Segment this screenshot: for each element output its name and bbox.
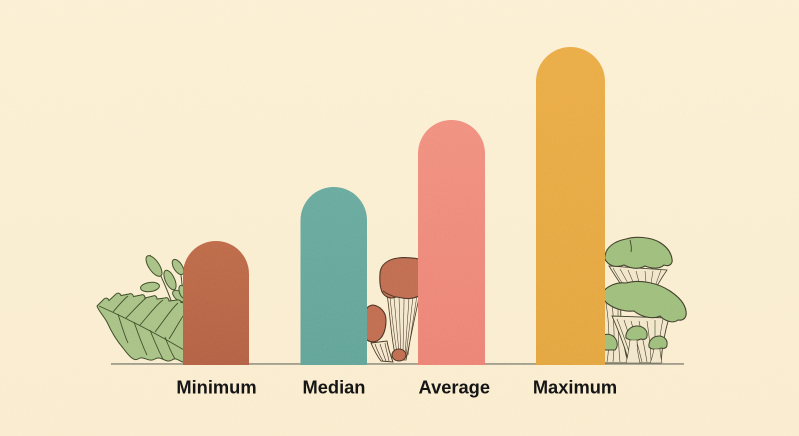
svg-text:Minimum: Minimum <box>176 376 256 397</box>
svg-text:Median: Median <box>303 376 366 397</box>
svg-text:Maximum: Maximum <box>533 376 617 397</box>
svg-text:Average: Average <box>419 376 490 397</box>
